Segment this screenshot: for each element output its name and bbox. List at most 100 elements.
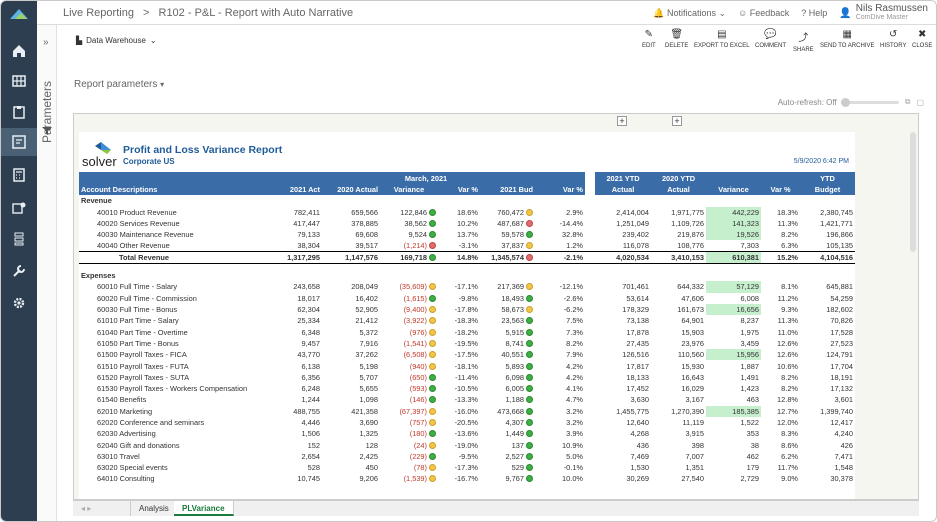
notifications-button[interactable]: 🔔 Notifications ⌄ bbox=[653, 7, 727, 18]
user-org: ComDive Master bbox=[855, 14, 908, 21]
account-cell: 60030 Full Time - Bonus bbox=[79, 304, 267, 315]
pytd-cell: 110,560 bbox=[651, 349, 706, 360]
modules-icon[interactable] bbox=[1, 225, 37, 253]
user-menu[interactable]: 👤 Nils Rasmussen ComDive Master bbox=[839, 4, 928, 22]
ytd-variance-cell-value: 179 bbox=[746, 463, 760, 473]
var-pct-cell: -10.5% bbox=[438, 383, 480, 394]
empty-cell bbox=[761, 195, 800, 206]
hierarchy-icon[interactable] bbox=[1, 67, 37, 95]
ytd-variance-cell: 353 bbox=[706, 428, 761, 439]
home-icon[interactable] bbox=[1, 37, 37, 65]
pytd-cell: 3,410,153 bbox=[651, 251, 707, 265]
ytd-variance-cell-value: 1,491 bbox=[740, 372, 760, 382]
delete-button[interactable]: 🗑 DELETE bbox=[665, 29, 688, 49]
feedback-button[interactable]: ☺ Feedback bbox=[738, 8, 790, 18]
ytd-budget-cell: 70,826 bbox=[800, 315, 855, 326]
pytd-cell: 3,167 bbox=[651, 394, 706, 405]
clipboard-icon[interactable] bbox=[1, 98, 37, 126]
close-button[interactable]: ✖ CLOSE bbox=[912, 29, 932, 49]
settings-gear-icon[interactable] bbox=[1, 289, 37, 317]
expand-column-group-button[interactable]: + bbox=[672, 116, 682, 126]
bud-cell-value: 2,527 bbox=[505, 451, 525, 461]
act-cell: 18,017 bbox=[267, 293, 322, 304]
comment-button[interactable]: 💬 COMMENT bbox=[755, 29, 786, 49]
bud-cell-value: 59,578 bbox=[501, 230, 524, 240]
py-cell: 7,916 bbox=[322, 338, 380, 349]
send-to-archive-button[interactable]: ▦ SEND TO ARCHIVE bbox=[820, 29, 874, 49]
fullscreen-icon[interactable]: ▢ bbox=[916, 97, 924, 107]
history-button[interactable]: ↺ HISTORY bbox=[880, 29, 906, 49]
var-pct-cell: -17.5% bbox=[438, 349, 480, 360]
variance-cell: (24) bbox=[380, 439, 438, 450]
pytd-cell: 644,332 bbox=[651, 281, 706, 292]
expand-pane-button[interactable]: » bbox=[43, 37, 49, 48]
empty-cell bbox=[800, 195, 855, 206]
sheet-nav-arrows[interactable]: ◂ ▸ bbox=[73, 501, 131, 516]
py-cell: 21,412 bbox=[322, 315, 380, 326]
ytd-variance-cell: 442,229 bbox=[706, 206, 762, 218]
status-indicator-icon bbox=[526, 396, 533, 404]
share-icon: ⤴ bbox=[798, 33, 809, 44]
ytd-budget-cell: 7,471 bbox=[800, 451, 855, 462]
bud-cell-value: 1,188 bbox=[505, 395, 525, 405]
py-cell-value: 5,198 bbox=[359, 361, 379, 371]
export-excel-button[interactable]: ▤ EXPORT TO EXCEL bbox=[694, 29, 750, 49]
tools-icon[interactable] bbox=[1, 257, 37, 285]
ytd-variance-cell: 8,237 bbox=[706, 315, 761, 326]
ytd-variance-cell: 179 bbox=[706, 462, 761, 473]
auto-refresh-slider[interactable] bbox=[840, 97, 899, 107]
var-pct-cell: -19.5% bbox=[438, 338, 480, 349]
expand-column-group-button[interactable]: + bbox=[617, 116, 627, 126]
bud-cell: 37,837 bbox=[480, 240, 535, 252]
variance-cell: (229) bbox=[380, 451, 438, 462]
account-cell: 62010 Marketing bbox=[79, 406, 267, 417]
act-cell-value: 417,447 bbox=[293, 219, 320, 229]
filter-icon[interactable] bbox=[42, 126, 52, 136]
ytd-cell: 73,138 bbox=[595, 315, 651, 326]
var-pct-cell-value: -11.4% bbox=[455, 372, 478, 382]
var-pct-cell-value: -18.2% bbox=[454, 327, 478, 337]
calculator-icon[interactable] bbox=[1, 161, 37, 189]
status-indicator-icon bbox=[429, 475, 436, 483]
ytd-col-top: 2021 YTD bbox=[595, 172, 652, 184]
share-button[interactable]: ⤴ SHARE bbox=[793, 29, 814, 53]
variance-cell: (180) bbox=[380, 428, 438, 439]
account-cell: 61520 Payroll Taxes - SUTA bbox=[79, 372, 267, 383]
report-parameters-toggle[interactable]: Report parameters ▾ bbox=[74, 79, 164, 90]
data-source-select[interactable]: ▙ Data Warehouse ⌄ bbox=[76, 36, 157, 45]
status-indicator-icon bbox=[429, 231, 436, 239]
variance-cell: (940) bbox=[380, 360, 438, 371]
share-label: SHARE bbox=[793, 47, 814, 53]
act-cell-value: 38,304 bbox=[297, 241, 320, 251]
ytd-budget-cell: 124,791 bbox=[800, 349, 855, 360]
vertical-scrollbar[interactable] bbox=[910, 132, 916, 252]
data-load-icon[interactable] bbox=[1, 194, 37, 222]
py-cell: 450 bbox=[322, 462, 380, 473]
ytd-budget-cell-value: 105,135 bbox=[826, 241, 854, 251]
section-label-value: Revenue bbox=[81, 196, 112, 206]
var-pct-cell-value: -17.3% bbox=[454, 463, 478, 473]
reports-icon[interactable] bbox=[1, 128, 37, 156]
table-row: 63010 Travel 2,654 2,425 (229) -9.5% 2,527 5.0… bbox=[79, 450, 855, 463]
sheet-tab-analysis[interactable]: Analysis bbox=[131, 501, 178, 516]
popout-icon[interactable]: ⧉ bbox=[904, 97, 911, 106]
gap bbox=[585, 217, 596, 230]
py-cell: 128 bbox=[322, 439, 380, 450]
auto-refresh-control[interactable]: Auto-refresh: Off ⧉ ▢ bbox=[778, 97, 924, 107]
excel-icon: ▤ bbox=[717, 29, 727, 40]
gap bbox=[585, 240, 596, 252]
breadcrumb-root[interactable]: Live Reporting bbox=[63, 7, 134, 19]
status-indicator-icon bbox=[526, 351, 533, 359]
py-cell-value: 421,358 bbox=[351, 406, 378, 416]
bud-pct-cell-value: 3.9% bbox=[566, 429, 584, 439]
py-cell-value: 659,566 bbox=[351, 207, 378, 217]
sheet-tab-plvariance[interactable]: PLVariance bbox=[174, 501, 234, 516]
ytd-variance-cell-value: 463 bbox=[746, 395, 760, 405]
ytd-variance-cell: 38 bbox=[706, 439, 761, 450]
gap bbox=[585, 439, 596, 451]
help-button[interactable]: ? Help bbox=[801, 8, 828, 18]
ytd-budget-cell: 1,399,740 bbox=[800, 406, 855, 417]
bud-pct-cell-value: 2.9% bbox=[566, 207, 584, 217]
pytd-cell-value: 1,971,775 bbox=[671, 207, 705, 217]
edit-button[interactable]: ✎ EDIT bbox=[642, 29, 656, 49]
